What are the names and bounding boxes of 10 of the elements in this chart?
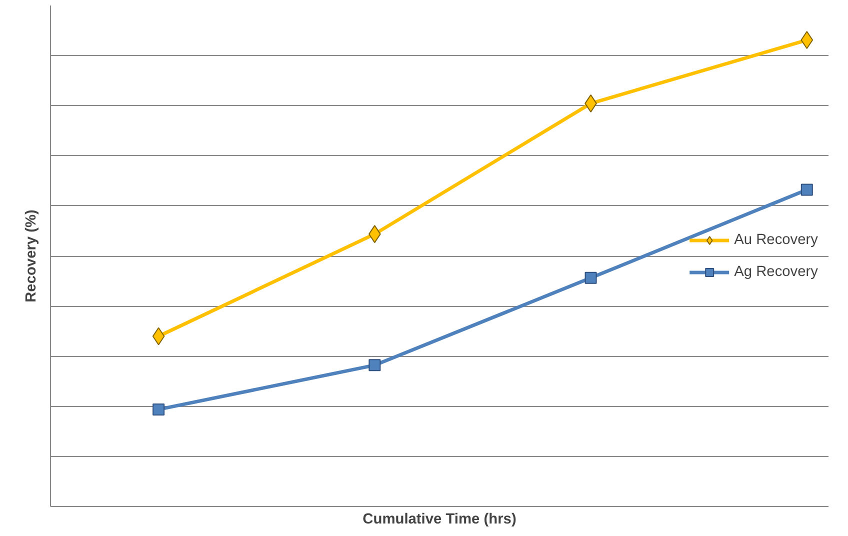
legend-label: Au Recovery bbox=[734, 232, 818, 248]
point bbox=[800, 184, 813, 196]
legend-label: Ag Recovery bbox=[734, 264, 818, 280]
point bbox=[368, 359, 381, 372]
point bbox=[584, 272, 597, 284]
y-axis-title: Recovery (%) bbox=[24, 209, 40, 302]
point bbox=[800, 31, 814, 50]
point bbox=[152, 403, 165, 416]
x-axis-title: Cumulative Time (hrs) bbox=[362, 512, 516, 528]
point bbox=[152, 327, 165, 346]
